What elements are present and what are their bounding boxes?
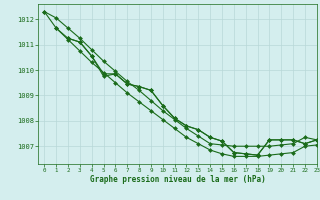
X-axis label: Graphe pression niveau de la mer (hPa): Graphe pression niveau de la mer (hPa) [90, 175, 266, 184]
